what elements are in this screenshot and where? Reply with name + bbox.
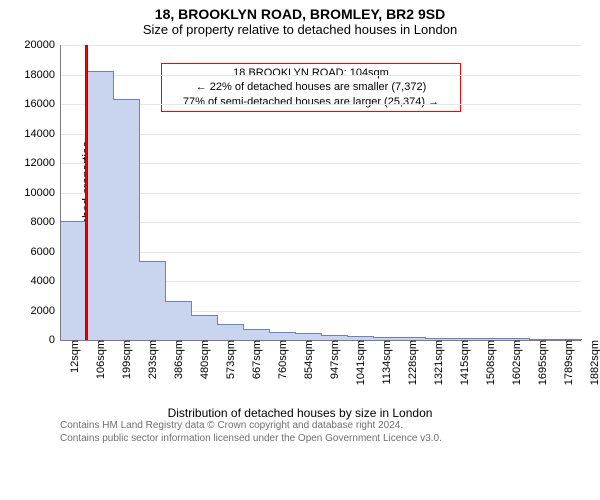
x-tick-label: 106sqm xyxy=(93,340,107,379)
histogram-bar xyxy=(139,261,166,340)
histogram-bar xyxy=(165,301,192,340)
x-tick-label: 1041sqm xyxy=(353,340,367,385)
x-tick-label: 1695sqm xyxy=(535,340,549,385)
x-tick-label: 1134sqm xyxy=(379,340,393,384)
x-tick-label: 1882sqm xyxy=(587,340,600,385)
histogram-bar xyxy=(191,315,218,340)
histogram-bar xyxy=(87,71,114,340)
histogram-bar xyxy=(269,332,296,340)
footer-line: Contains HM Land Registry data © Crown c… xyxy=(60,420,600,433)
gridline xyxy=(61,75,581,76)
x-tick-label: 1415sqm xyxy=(457,340,471,385)
x-tick-label: 293sqm xyxy=(145,340,159,379)
y-tick-label: 6000 xyxy=(31,246,61,258)
y-tick-label: 4000 xyxy=(31,275,61,287)
annotation-line: ← 22% of detached houses are smaller (7,… xyxy=(166,80,456,94)
y-tick-label: 8000 xyxy=(31,216,61,228)
y-tick-label: 10000 xyxy=(24,187,61,199)
x-tick-label: 386sqm xyxy=(171,340,185,379)
annotation-line: 18 BROOKLYN ROAD: 104sqm xyxy=(166,66,456,80)
plot-area: 18 BROOKLYN ROAD: 104sqm← 22% of detache… xyxy=(60,45,581,341)
footer-line: Contains public sector information licen… xyxy=(60,433,600,446)
x-tick-label: 199sqm xyxy=(119,340,133,379)
chart-area: Number of detached properties 18 BROOKLY… xyxy=(0,41,600,406)
x-tick-label: 1789sqm xyxy=(561,340,575,385)
x-tick-label: 760sqm xyxy=(275,340,289,379)
x-tick-label: 1602sqm xyxy=(509,340,523,385)
x-tick-label: 947sqm xyxy=(327,340,341,379)
x-tick-label: 573sqm xyxy=(223,340,237,379)
x-tick-label: 480sqm xyxy=(197,340,211,379)
page-subtitle: Size of property relative to detached ho… xyxy=(0,22,600,41)
y-tick-label: 16000 xyxy=(24,98,61,110)
gridline xyxy=(61,45,581,46)
y-tick-label: 0 xyxy=(49,334,61,346)
highlight-marker xyxy=(85,45,88,340)
y-tick-label: 2000 xyxy=(31,305,61,317)
y-tick-label: 14000 xyxy=(24,128,61,140)
histogram-bar xyxy=(295,333,322,340)
y-tick-label: 12000 xyxy=(24,157,61,169)
y-tick-label: 20000 xyxy=(24,39,61,51)
footer: Contains HM Land Registry data © Crown c… xyxy=(0,420,600,445)
histogram-bar xyxy=(217,324,244,340)
page-title: 18, BROOKLYN ROAD, BROMLEY, BR2 9SD xyxy=(0,0,600,22)
histogram-bar xyxy=(61,221,88,340)
x-tick-label: 1508sqm xyxy=(483,340,497,385)
x-tick-label: 12sqm xyxy=(67,340,81,373)
x-tick-label: 854sqm xyxy=(301,340,315,379)
x-axis-label: Distribution of detached houses by size … xyxy=(0,406,600,420)
histogram-bar xyxy=(243,329,270,340)
histogram-bar xyxy=(113,99,140,340)
x-tick-label: 667sqm xyxy=(249,340,263,379)
x-tick-label: 1321sqm xyxy=(431,340,445,385)
annotation-line: 77% of semi-detached houses are larger (… xyxy=(166,95,456,109)
y-tick-label: 18000 xyxy=(24,69,61,81)
x-tick-label: 1228sqm xyxy=(405,340,419,385)
